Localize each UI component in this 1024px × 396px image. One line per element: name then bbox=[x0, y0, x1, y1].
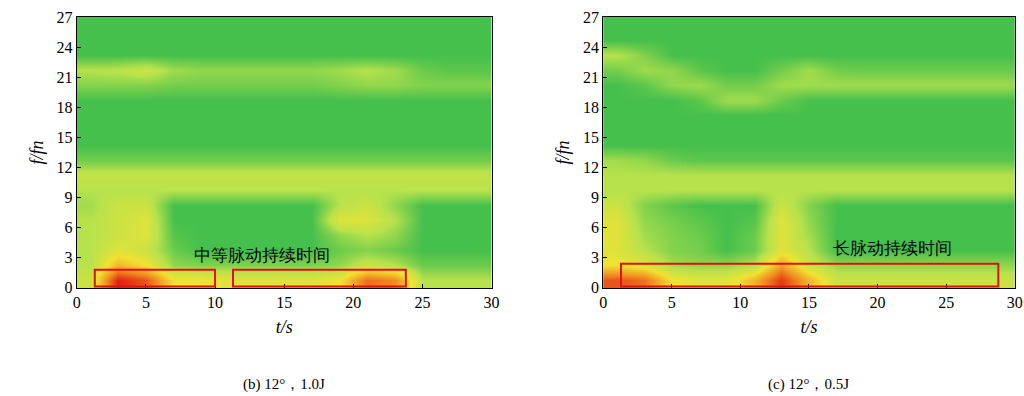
svg-text:t/s: t/s bbox=[276, 317, 293, 337]
svg-text:24: 24 bbox=[57, 39, 73, 56]
svg-text:0: 0 bbox=[73, 294, 81, 311]
svg-text:f/fn: f/fn bbox=[553, 140, 573, 164]
svg-text:0: 0 bbox=[65, 279, 73, 296]
svg-text:20: 20 bbox=[345, 294, 361, 311]
svg-text:12: 12 bbox=[583, 159, 599, 176]
svg-text:15: 15 bbox=[583, 129, 599, 146]
svg-text:15: 15 bbox=[57, 129, 73, 146]
svg-text:18: 18 bbox=[583, 99, 599, 116]
svg-text:0: 0 bbox=[591, 279, 599, 296]
svg-text:21: 21 bbox=[57, 69, 73, 86]
svg-text:3: 3 bbox=[65, 249, 73, 266]
svg-text:9: 9 bbox=[591, 189, 599, 206]
svg-text:9: 9 bbox=[65, 189, 73, 206]
svg-text:15: 15 bbox=[801, 294, 817, 311]
svg-text:(c) 12°，0.5J: (c) 12°，0.5J bbox=[768, 376, 849, 393]
svg-text:15: 15 bbox=[276, 294, 292, 311]
svg-text:30: 30 bbox=[1007, 294, 1023, 311]
svg-text:0: 0 bbox=[599, 294, 607, 311]
svg-text:18: 18 bbox=[57, 99, 73, 116]
svg-text:27: 27 bbox=[583, 9, 599, 26]
svg-text:5: 5 bbox=[142, 294, 150, 311]
svg-text:6: 6 bbox=[65, 219, 73, 236]
svg-text:10: 10 bbox=[732, 294, 748, 311]
svg-text:24: 24 bbox=[583, 39, 599, 56]
svg-text:30: 30 bbox=[484, 294, 500, 311]
svg-text:10: 10 bbox=[207, 294, 223, 311]
svg-text:5: 5 bbox=[668, 294, 676, 311]
svg-text:f/fn: f/fn bbox=[27, 140, 47, 164]
svg-text:25: 25 bbox=[414, 294, 430, 311]
svg-text:27: 27 bbox=[57, 9, 73, 26]
svg-text:20: 20 bbox=[870, 294, 886, 311]
svg-text:21: 21 bbox=[583, 69, 599, 86]
svg-text:(b) 12°，1.0J: (b) 12°，1.0J bbox=[243, 376, 325, 393]
svg-text:12: 12 bbox=[57, 159, 73, 176]
svg-text:3: 3 bbox=[591, 249, 599, 266]
svg-text:25: 25 bbox=[938, 294, 954, 311]
svg-text:6: 6 bbox=[591, 219, 599, 236]
svg-text:长脉动持续时间: 长脉动持续时间 bbox=[833, 238, 952, 258]
svg-text:t/s: t/s bbox=[800, 317, 817, 337]
svg-text:中等脉动持续时间: 中等脉动持续时间 bbox=[194, 245, 330, 265]
